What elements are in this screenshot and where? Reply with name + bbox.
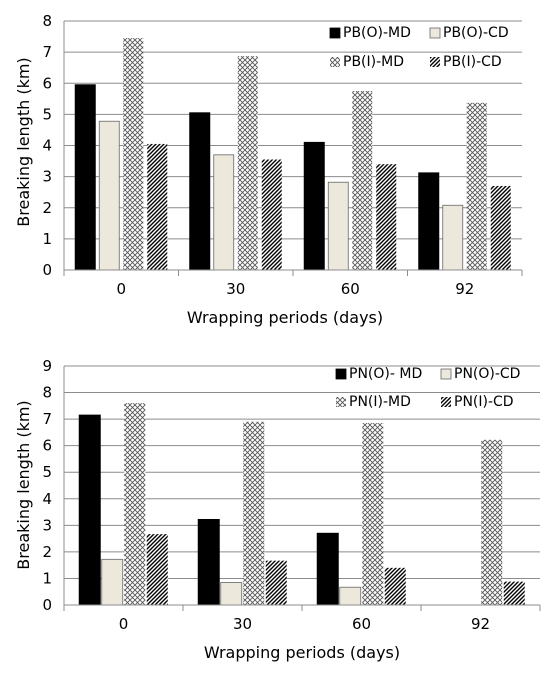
bar [265, 560, 287, 605]
bar [466, 102, 487, 270]
bar [362, 423, 384, 605]
y-tick-label: 3 [42, 168, 52, 186]
y-tick-label: 8 [42, 384, 52, 402]
x-tick-label: 30 [226, 280, 245, 298]
bar [503, 581, 525, 605]
y-tick-label: 7 [42, 43, 52, 61]
bar [123, 38, 144, 271]
y-tick-label: 6 [42, 437, 52, 455]
bar [78, 414, 101, 606]
bar [316, 532, 339, 606]
y-tick-label: 0 [42, 596, 52, 614]
x-tick-label: 92 [455, 280, 474, 298]
chart-0-axes [63, 21, 523, 276]
bar [146, 534, 168, 605]
bar [418, 172, 440, 271]
legend-swatch [336, 397, 346, 407]
chart-1-y-axis-title: Breaking length (km) [14, 400, 33, 569]
bar [376, 164, 397, 270]
chart-1-axes [63, 366, 541, 611]
y-tick-label: 1 [42, 230, 52, 248]
bar [124, 403, 146, 605]
bar [327, 181, 349, 271]
y-tick-label: 9 [42, 357, 52, 375]
bar [189, 112, 211, 271]
chart-0-x-ticks: 0 30 60 92 [116, 280, 474, 298]
legend-swatch [429, 27, 441, 39]
y-tick-label: 4 [42, 137, 52, 155]
y-tick-label: 5 [42, 463, 52, 481]
y-tick-label: 3 [42, 516, 52, 534]
x-tick-label: 0 [119, 615, 129, 633]
chart-1-legend: PN(O)- MD PN(O)-CD PN(I)-MD PN(I)-CD [335, 366, 520, 410]
y-tick-label: 8 [42, 12, 52, 30]
legend-swatch [335, 368, 347, 380]
bar [261, 159, 282, 270]
bar [101, 558, 124, 606]
legend-label: PN(O)- MD [349, 366, 422, 382]
legend-label: PB(O)-MD [343, 25, 411, 41]
chart-pb-breaking-length: 0 1 2 3 4 5 6 7 8 0 30 60 92 Wrapping periods (days… [14, 12, 523, 327]
chart-1-x-axis-title: Wrapping periods (days) [204, 643, 400, 662]
legend-swatch [430, 57, 440, 67]
chart-0-bars [74, 38, 511, 271]
bar [98, 120, 120, 271]
x-tick-label: 60 [352, 615, 371, 633]
x-tick-label: 30 [233, 615, 252, 633]
x-tick-label: 0 [116, 280, 126, 298]
chart-0-y-ticks: 0 1 2 3 4 5 6 7 8 [42, 12, 52, 279]
chart-0-y-axis-title: Breaking length (km) [14, 57, 33, 226]
bar [213, 154, 235, 271]
bar [147, 143, 168, 270]
bar [303, 141, 325, 271]
chart-0-legend: PB(O)-MD PB(O)-CD PB(I)-MD PB(I)-CD [329, 25, 509, 70]
x-tick-label: 92 [471, 615, 490, 633]
legend-swatch [329, 27, 341, 39]
y-tick-label: 6 [42, 74, 52, 92]
bar [220, 582, 243, 606]
legend-label: PB(I)-CD [443, 54, 502, 70]
legend-swatch [330, 57, 340, 67]
legend-swatch [441, 397, 451, 407]
y-tick-label: 1 [42, 569, 52, 587]
legend-swatch [440, 368, 452, 380]
y-tick-label: 0 [42, 261, 52, 279]
chart-1-x-ticks: 0 30 60 92 [119, 615, 490, 633]
bar [352, 91, 373, 270]
chart-0-x-axis-title: Wrapping periods (days) [187, 308, 383, 327]
y-tick-label: 2 [42, 543, 52, 561]
chart-1-y-ticks: 0 1 2 3 4 5 6 7 8 9 [42, 357, 52, 614]
bar [74, 84, 96, 271]
bar [237, 56, 258, 270]
bar [197, 518, 220, 606]
bar [243, 421, 265, 605]
bar [339, 586, 362, 606]
legend-label: PB(O)-CD [443, 25, 509, 41]
bar [384, 567, 406, 605]
legend-label: PN(I)-MD [349, 394, 411, 410]
legend-label: PN(I)-CD [454, 394, 514, 410]
bar [481, 439, 503, 605]
legend-label: PN(O)-CD [454, 366, 520, 382]
bar [490, 185, 511, 270]
legend-label: PB(I)-MD [343, 54, 404, 70]
chart-1-bars [78, 403, 525, 606]
y-tick-label: 7 [42, 410, 52, 428]
y-tick-label: 2 [42, 199, 52, 217]
chart-pn-breaking-length: 0 1 2 3 4 5 6 7 8 9 0 30 60 92 Wrapping periods (day… [14, 357, 541, 662]
bar [442, 204, 464, 271]
y-tick-label: 5 [42, 105, 52, 123]
y-tick-label: 4 [42, 490, 52, 508]
x-tick-label: 60 [341, 280, 360, 298]
